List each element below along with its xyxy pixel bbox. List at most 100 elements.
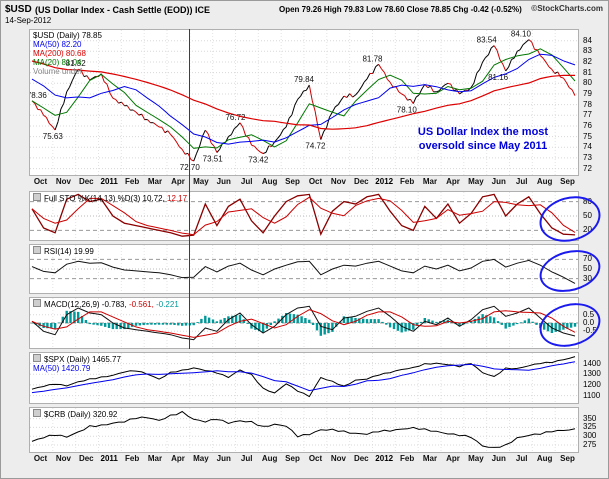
x-axis-month-label: May [193,454,209,463]
y-axis-label: 74 [583,142,592,152]
x-axis-month-label: Jul [240,454,253,463]
price-chart-panel: 78.36 75.63 81.32 72.7073.51 76.72 73.42 79.84… [29,29,579,176]
x-axis-month-label: Mar [422,454,438,463]
y-axis-label: 50 [583,211,592,220]
macd-panel: MACD(12,26,9) -0.783, -0.561, -0.221 [29,297,579,349]
y-axis-label: 82 [583,56,592,66]
x-axis-labels-bottom: Oct Nov Dec 2011 Feb Mar Apr May Jun Jul Aug Sep Oct… [29,454,581,466]
price-label: 78.10 [397,106,418,115]
y-axis-label: 75 [583,131,592,141]
y-axis-label: 84 [583,35,592,45]
x-axis-month-label: Jun [216,177,231,186]
x-axis-month-label: May [193,177,209,186]
copyright-label: ©StockCharts.com [531,4,603,13]
chart-title-symbol: $USD [5,4,32,15]
x-axis-month-label: Nov [330,454,346,463]
oversold-annotation: US Dollar Index the most oversold since … [393,125,573,153]
x-axis-month-label: May [468,177,484,186]
y-axis-label: 83 [583,46,592,56]
y-axis-label: 0.0 [583,318,595,327]
x-axis-month-label: Aug [261,454,278,463]
price-label: 83.54 [477,36,498,45]
y-axis-label: 30 [583,273,592,283]
x-axis-labels-top: Oct Nov Dec 2011 Feb Mar Apr May Jun Jul Aug Sep Oct… [29,177,581,189]
price-label: 79.84 [294,75,315,84]
spx-panel: $SPX (Daily) 1465.77 MA(50) 1420.79 [29,352,579,404]
x-axis-month-label: Oct [33,177,48,186]
stochastic-panel: Full STO %K(14,13) %D(3) 10.72, 12.17 [29,191,579,241]
price-label: 76.72 [225,113,246,122]
y-axis-label: 0.5 [583,309,595,319]
price-label: 72.70 [180,163,201,172]
y-axis-label: 1200 [583,379,601,389]
chart-date: 14-Sep-2012 [5,16,52,25]
annotation-line-2: oversold since May 2011 [418,140,548,152]
y-axis-label: 1100 [583,390,601,400]
x-axis-month-label: Sep [560,454,575,463]
x-axis-month-label: Mar [147,454,163,463]
x-axis-month-label: Apr [446,177,460,186]
price-label: 75.63 [43,132,64,141]
x-axis-month-label: Jun [491,177,506,186]
x-axis-month-label: 2011 [100,177,118,186]
price-label: 74.72 [305,142,326,151]
x-axis-month-label: Jul [515,177,528,186]
annotation-line-1: US Dollar Index the most [417,126,549,138]
x-axis-month-label: Dec [353,177,369,186]
y-axis-label: 80 [583,78,592,88]
x-axis-month-label: Aug [536,177,553,186]
x-axis-month-label: Oct [33,454,48,463]
x-axis-month-label: Jun [216,454,231,463]
x-axis-month-label: Aug [261,177,278,186]
x-axis-month-label: Dec [78,177,94,186]
y-axis-label: 50 [583,264,592,273]
x-axis-month-label: Sep [285,177,300,186]
crb-panel: $CRB (Daily) 320.92 [29,407,579,453]
y-axis-label: 76 [583,120,592,130]
x-axis-month-label: Apr [171,454,185,463]
y-axis-label: 81 [583,67,592,77]
x-axis-month-label: Feb [124,177,140,186]
x-axis-month-label: Feb [399,454,415,463]
x-axis-month-label: Sep [560,177,575,186]
y-axis-label: 73 [583,152,592,162]
y-axis-label: 80 [583,196,592,206]
rsi-panel: RSI(14) 19.99 [29,244,579,294]
price-label: 81.78 [362,54,383,63]
x-axis-month-label: Apr [171,177,185,186]
y-axis-label: 1400 [583,358,601,368]
ohlc-quote: Open 79.26 High 79.83 Low 78.60 Close 78… [279,5,522,14]
x-axis-month-label: Nov [55,177,71,186]
x-axis-month-label: Jul [515,454,528,463]
price-label: 78.36 [30,91,47,100]
y-axis-label: 77 [583,110,592,120]
y-axis-label: 78 [583,99,592,109]
x-axis-month-label: Dec [353,454,369,463]
y-axis-label: 325 [583,422,597,432]
x-axis-month-label: Jul [240,177,253,186]
x-axis-month-label: 2011 [100,454,118,463]
chart-title: (US Dollar Index - Cash Settle (EOD)) IC… [35,5,211,15]
y-axis-label: 300 [583,431,597,441]
x-axis-month-label: Nov [55,454,71,463]
y-axis-label: -0.5 [583,326,597,336]
y-axis-label: 79 [583,88,592,98]
x-axis-month-label: Aug [536,454,553,463]
x-axis-month-label: Feb [124,454,140,463]
x-axis-month-label: Mar [422,177,438,186]
x-axis-month-label: Dec [78,454,94,463]
price-label: 73.51 [203,155,224,164]
x-axis-month-label: Feb [399,177,415,186]
x-axis-month-label: Mar [147,177,163,186]
price-label: 73.42 [248,156,269,165]
x-axis-month-label: 2012 [375,177,394,186]
x-axis-month-label: Oct [308,454,323,463]
price-label: 81.16 [488,73,509,82]
y-axis-label: 350 [583,413,597,423]
y-axis-label: 275 [583,439,597,449]
x-axis-month-label: Oct [308,177,323,186]
price-label: 81.32 [66,59,87,68]
x-axis-month-label: 2012 [375,454,394,463]
x-axis-month-label: May [468,454,484,463]
